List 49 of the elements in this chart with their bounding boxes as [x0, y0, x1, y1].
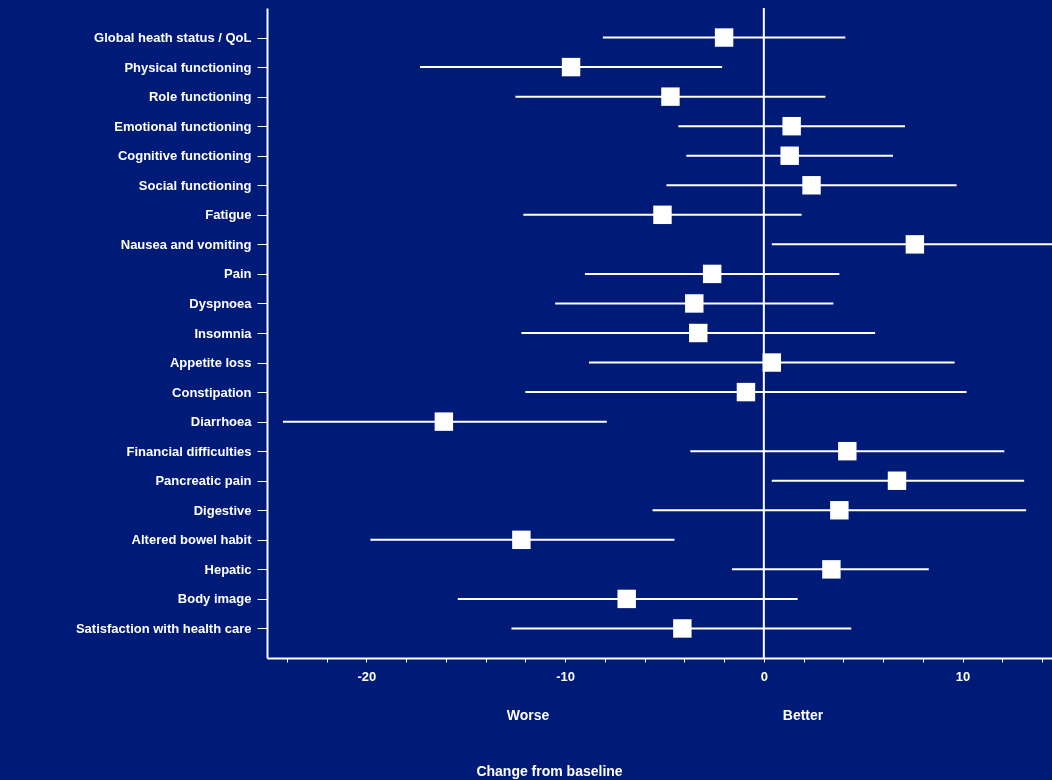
x-tick-label: -10	[556, 668, 575, 684]
y-tick-label: Insomnia	[194, 325, 253, 341]
y-tick-label: Constipation	[172, 384, 252, 400]
y-tick-label: Fatigue	[205, 207, 252, 223]
point	[685, 294, 704, 313]
text: Change from baseline	[476, 763, 623, 779]
x-tick-label: 10	[955, 668, 971, 684]
point	[822, 560, 841, 579]
y-tick-label: Appetite loss	[169, 355, 252, 371]
y-tick-label: Hepatic	[204, 561, 252, 577]
point	[434, 412, 454, 431]
point	[689, 323, 708, 343]
point	[838, 441, 857, 461]
y-tick-label: Nausea and vomiting	[120, 236, 252, 252]
y-tick-label: Social functioning	[138, 177, 252, 193]
point	[802, 176, 821, 195]
point	[830, 501, 849, 520]
point	[714, 28, 734, 47]
text: Better	[782, 707, 824, 723]
y-tick-label: Emotional functioning	[114, 118, 252, 134]
y-tick-label: Digestive	[193, 502, 252, 518]
y-tick-label: Dyspnoea	[189, 295, 253, 311]
y-tick-label: Body image	[177, 591, 252, 607]
point	[673, 619, 692, 638]
text: Worse	[506, 707, 550, 723]
point	[762, 353, 781, 372]
y-tick-label: Financial difficulties	[126, 443, 252, 459]
point	[736, 382, 756, 402]
y-tick-label: Global heath status / QoL	[94, 30, 252, 46]
point	[702, 264, 722, 284]
x-tick-label: 0	[760, 668, 768, 684]
y-tick-label: Physical functioning	[124, 59, 252, 75]
y-tick-label: Satisfaction with health care	[75, 620, 252, 636]
point	[661, 87, 680, 106]
point	[905, 235, 925, 254]
x-tick-label: -20	[357, 668, 377, 684]
point	[782, 116, 801, 136]
y-tick-label: Altered bowel habit	[131, 532, 253, 548]
y-tick-label: Pancreatic pain	[155, 473, 252, 489]
point	[887, 471, 907, 490]
point	[561, 57, 581, 77]
point	[780, 146, 799, 165]
y-tick-label: Role functioning	[148, 89, 252, 105]
point	[512, 530, 531, 550]
y-tick-label: Pain	[224, 266, 252, 282]
y-tick-label: Diarrhoea	[190, 414, 253, 430]
y-tick-label: Cognitive functioning	[117, 148, 252, 164]
point	[617, 589, 636, 609]
point	[653, 205, 672, 225]
